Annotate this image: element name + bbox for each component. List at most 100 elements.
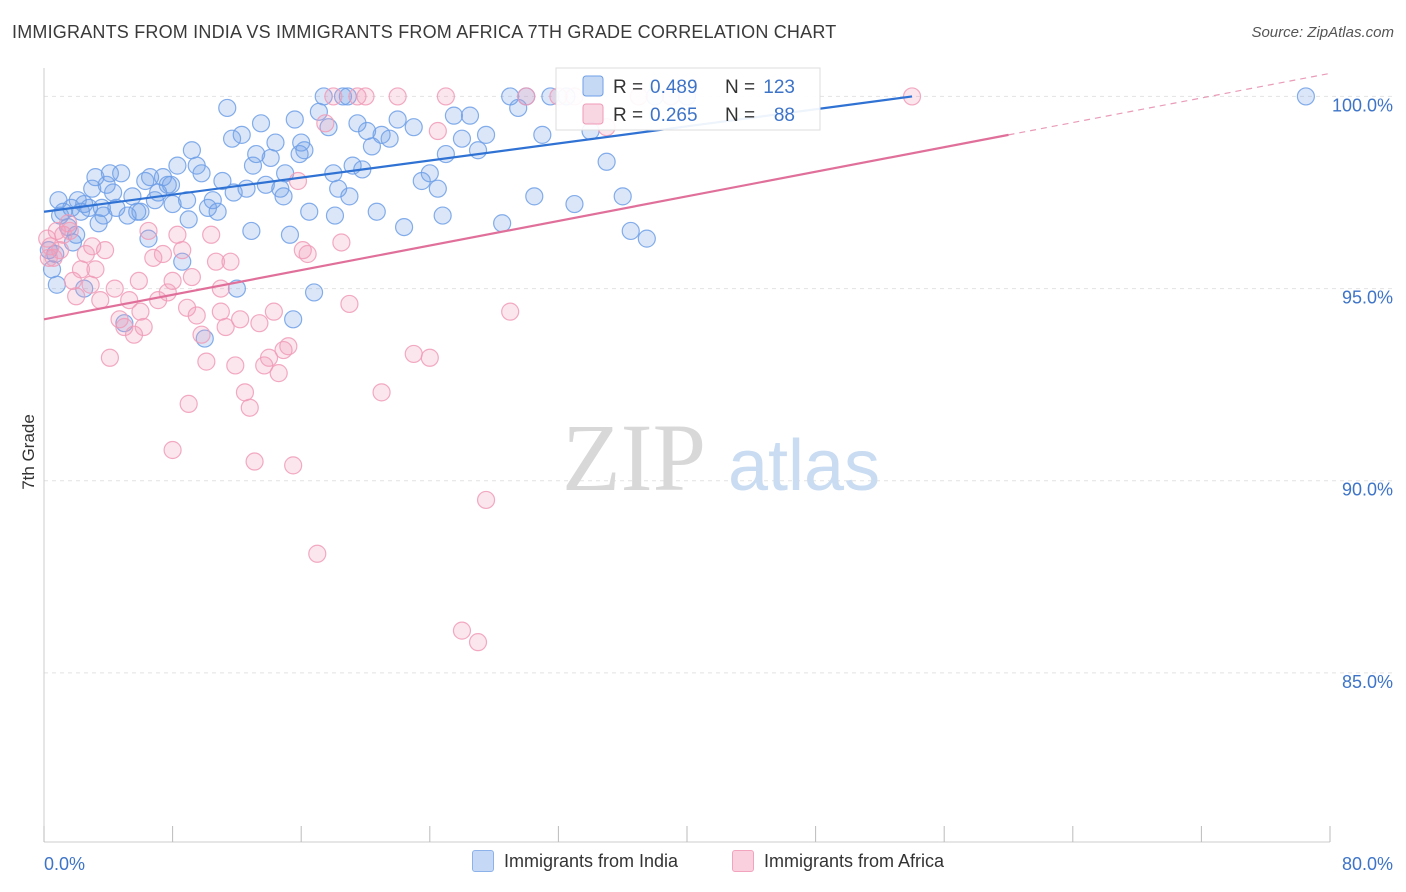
data-point	[208, 202, 227, 221]
data-point	[525, 187, 544, 206]
data-point	[112, 164, 131, 183]
series-1	[38, 87, 922, 652]
data-point	[218, 98, 237, 118]
data-point	[388, 87, 407, 106]
x-tick-label: 0.0%	[44, 854, 85, 874]
stats-swatch-0	[582, 75, 604, 97]
data-point	[338, 87, 357, 106]
data-point	[123, 187, 142, 206]
data-point	[380, 129, 399, 148]
legend-swatch-africa	[732, 850, 754, 872]
data-point	[394, 217, 414, 237]
data-point	[206, 252, 226, 271]
data-point	[314, 87, 333, 106]
legend-item-africa[interactable]: Immigrants from Africa	[732, 850, 944, 872]
data-point	[300, 202, 319, 221]
data-point	[433, 206, 452, 225]
data-point	[86, 260, 105, 279]
data-point	[153, 244, 173, 264]
data-point	[428, 179, 447, 198]
data-point	[316, 114, 335, 133]
data-point	[221, 252, 240, 271]
data-point	[100, 348, 120, 367]
data-point	[436, 87, 455, 106]
data-point	[83, 237, 102, 256]
data-point	[216, 317, 235, 337]
data-point	[284, 456, 303, 475]
data-point	[274, 187, 293, 206]
stats-r-value: 0.489	[650, 77, 698, 98]
data-point	[245, 452, 264, 471]
data-point	[235, 383, 255, 402]
data-point	[139, 221, 158, 241]
data-point	[476, 490, 496, 510]
data-point	[348, 114, 367, 133]
data-point	[168, 156, 187, 175]
data-point	[1296, 87, 1315, 106]
data-point	[161, 175, 181, 194]
data-point	[144, 248, 163, 267]
data-point	[213, 171, 232, 191]
data-point	[256, 175, 275, 194]
data-point	[269, 364, 288, 383]
data-point	[177, 298, 197, 317]
data-point	[91, 291, 110, 310]
data-point	[140, 168, 160, 187]
data-point	[47, 275, 66, 294]
data-point	[428, 121, 447, 141]
data-point	[621, 221, 640, 241]
stats-r-value: 0.265	[650, 105, 698, 126]
stats-r-label: R =	[613, 105, 643, 126]
stats-n-label: N =	[725, 105, 755, 126]
data-point	[261, 148, 280, 168]
legend-swatch-india	[472, 850, 494, 872]
data-point	[452, 621, 472, 640]
data-point	[179, 394, 198, 413]
data-point	[226, 356, 245, 375]
data-point	[332, 233, 351, 252]
chart-title: IMMIGRANTS FROM INDIA VS IMMIGRANTS FROM…	[12, 22, 837, 42]
data-point	[420, 164, 439, 183]
data-point	[292, 133, 311, 152]
data-point	[182, 141, 201, 160]
stats-r-label: R =	[613, 77, 643, 98]
data-point	[264, 302, 283, 321]
data-point	[476, 125, 496, 144]
data-point	[243, 156, 263, 175]
data-point	[105, 279, 124, 298]
data-point	[179, 210, 198, 229]
y-tick-label: 100.0%	[1332, 95, 1393, 115]
stats-n-value: 88	[774, 105, 795, 126]
data-point	[308, 544, 327, 563]
legend-label-africa: Immigrants from Africa	[764, 850, 945, 871]
data-point	[280, 225, 300, 244]
data-point	[259, 348, 279, 367]
data-point	[298, 244, 317, 264]
data-point	[493, 214, 512, 233]
stats-swatch-1	[582, 103, 604, 125]
watermark-atlas: atlas	[728, 426, 880, 506]
data-point	[94, 206, 113, 225]
source-label: Source: ZipAtlas.com	[1251, 24, 1394, 41]
data-point	[59, 214, 78, 233]
data-point	[613, 187, 632, 206]
data-point	[304, 283, 324, 302]
data-point	[187, 306, 206, 325]
data-point	[41, 237, 60, 256]
y-tick-label: 95.0%	[1342, 288, 1393, 308]
data-point	[266, 133, 285, 152]
data-point	[251, 114, 271, 133]
data-point	[279, 337, 298, 356]
data-point	[288, 171, 308, 191]
data-point	[565, 194, 584, 214]
data-point	[39, 248, 58, 267]
data-point	[404, 118, 423, 137]
data-point	[131, 302, 150, 321]
data-point	[250, 314, 269, 333]
data-point	[203, 191, 222, 210]
data-point	[192, 325, 211, 344]
data-point	[197, 352, 216, 371]
trend-extension-1	[1008, 72, 1331, 136]
data-point	[67, 287, 86, 306]
legend-item-india[interactable]: Immigrants from India	[472, 850, 678, 872]
